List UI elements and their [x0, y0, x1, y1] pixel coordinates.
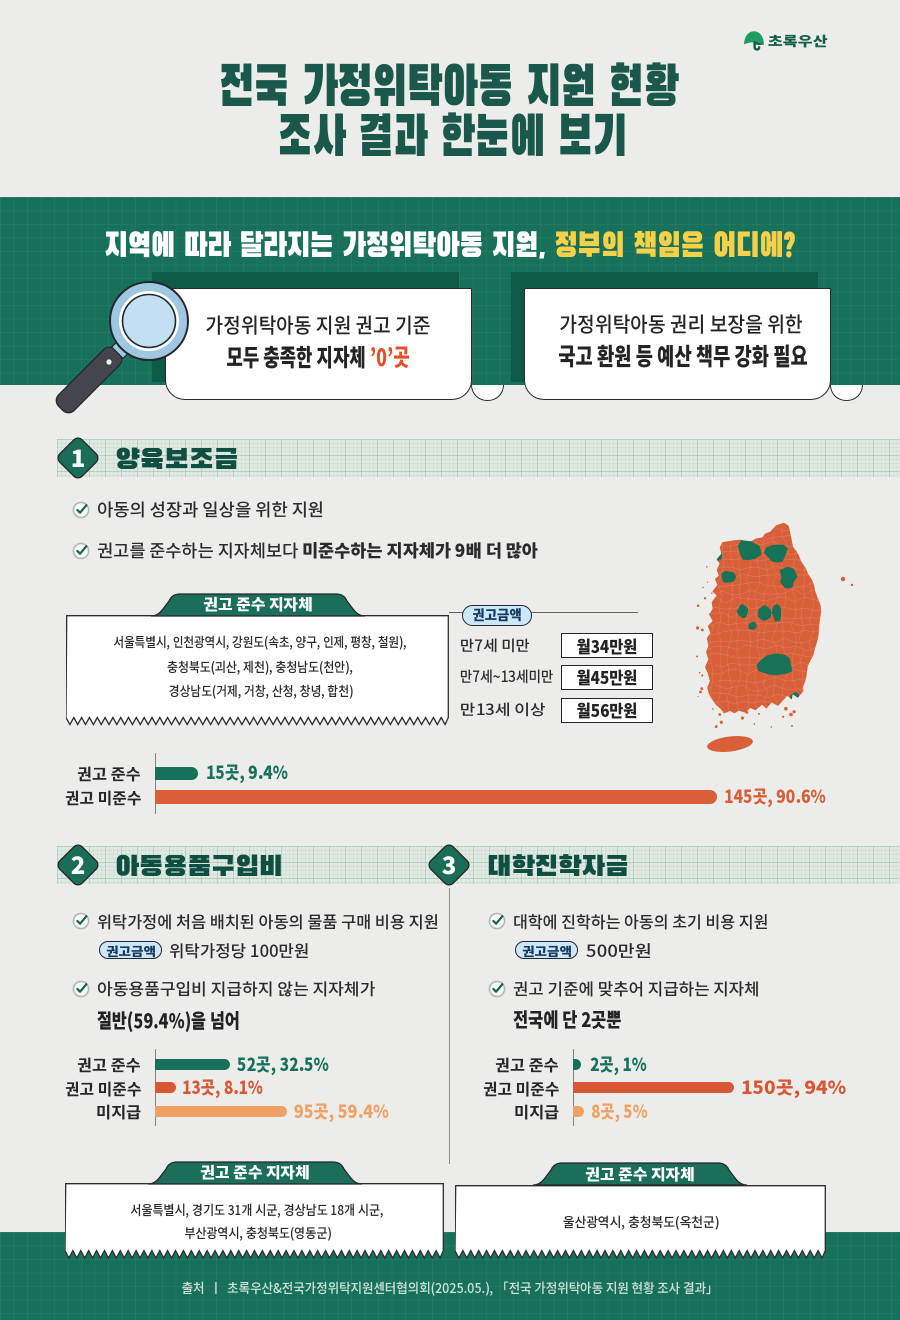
svg-text:3: 3 [442, 846, 457, 881]
svg-text:2: 2 [71, 846, 86, 881]
svg-text:1: 1 [71, 439, 86, 474]
